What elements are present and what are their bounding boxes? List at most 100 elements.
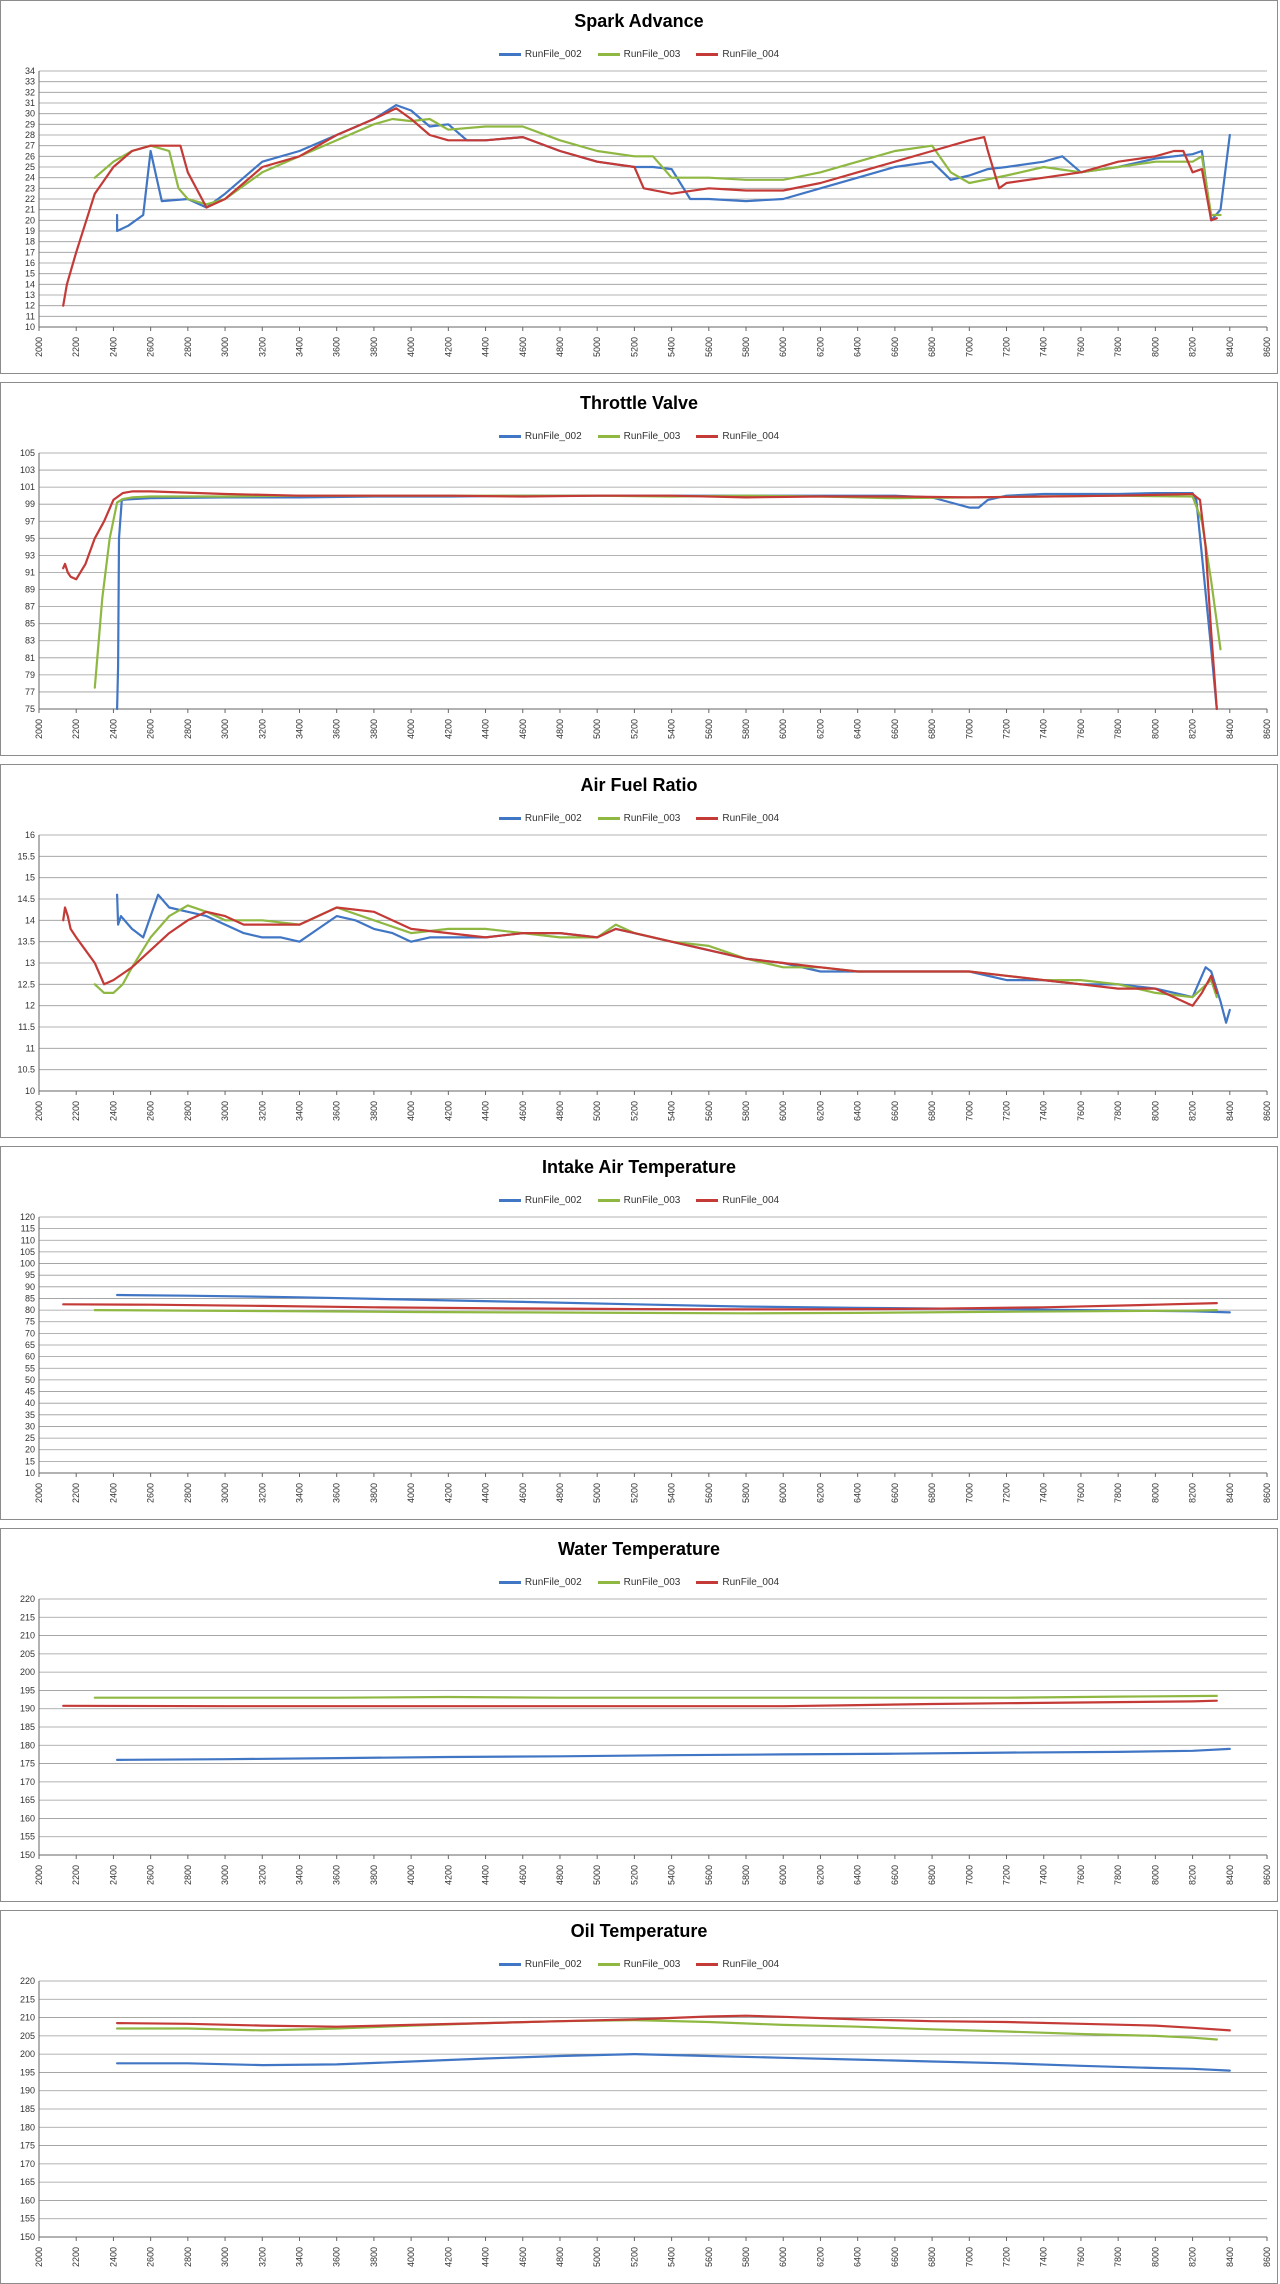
y-tick-label: 83 (25, 636, 35, 646)
x-tick-label: 5400 (667, 1865, 677, 1885)
x-tick-label: 6800 (927, 337, 937, 357)
x-tick-label: 7400 (1039, 1483, 1049, 1503)
x-tick-label: 8600 (1262, 1865, 1272, 1885)
x-tick-label: 6000 (778, 1101, 788, 1121)
legend-label: RunFile_002 (524, 1195, 582, 1206)
plot-area: 150 155 160 165 170 175 180 185 190 195 200 205 210 2… (20, 1594, 1272, 1885)
x-tick-label: 7400 (1039, 719, 1049, 739)
y-tick-label: 29 (25, 119, 35, 129)
y-tick-label: 160 (20, 2195, 35, 2205)
legend-swatch (696, 816, 719, 820)
y-tick-label: 101 (20, 482, 35, 492)
x-tick-label: 8400 (1225, 337, 1235, 357)
y-tick-label: 12 (25, 301, 35, 311)
legend: RunFile_002 RunFile_003 RunFile_004 (1, 1195, 1277, 1206)
y-tick-label: 205 (20, 1649, 35, 1659)
x-tick-label: 5000 (592, 1483, 602, 1503)
series-line-runfile-004 (62, 906, 1218, 1007)
legend-item: RunFile_002 (498, 813, 582, 824)
y-tick-label: 89 (25, 585, 35, 595)
legend-item: RunFile_002 (498, 431, 582, 442)
x-tick-label: 6400 (853, 337, 863, 357)
x-tick-label: 2800 (183, 719, 193, 739)
x-tick-label: 3600 (332, 719, 342, 739)
legend-swatch (597, 434, 620, 438)
y-tick-label: 11.5 (18, 1022, 35, 1032)
x-tick-label: 2200 (71, 719, 81, 739)
x-tick-label: 5600 (704, 2247, 714, 2267)
x-tick-label: 4800 (555, 2247, 565, 2267)
legend-label: RunFile_004 (722, 813, 780, 824)
x-tick-label: 3000 (220, 1483, 230, 1503)
x-tick-label: 7000 (964, 1865, 974, 1885)
x-tick-label: 2200 (71, 2247, 81, 2267)
x-tick-label: 4800 (555, 337, 565, 357)
x-tick-label: 3200 (257, 1865, 267, 1885)
series-line-runfile-003 (93, 904, 1218, 999)
x-tick-label: 4200 (443, 2247, 453, 2267)
x-tick-label: 7000 (964, 2247, 974, 2267)
y-tick-label: 150 (20, 2232, 35, 2242)
chart-title: Water Temperature (557, 1539, 721, 1559)
x-tick-label: 5200 (629, 2247, 639, 2267)
x-tick-label: 4600 (518, 2247, 528, 2267)
y-tick-label: 160 (20, 1813, 35, 1823)
chart-title: Spark Advance (574, 11, 704, 31)
x-tick-label: 8400 (1225, 719, 1235, 739)
x-tick-label: 8200 (1188, 719, 1198, 739)
y-tick-label: 34 (25, 66, 35, 76)
legend-label: RunFile_003 (623, 1959, 681, 1970)
x-tick-label: 3000 (220, 337, 230, 357)
x-tick-label: 4200 (443, 1865, 453, 1885)
x-tick-label: 6200 (815, 2247, 825, 2267)
y-tick-label: 30 (25, 109, 35, 119)
y-tick-label: 150 (20, 1850, 35, 1860)
x-tick-label: 7600 (1076, 1483, 1086, 1503)
x-tick-label: 3400 (294, 337, 304, 357)
x-tick-label: 4800 (555, 1101, 565, 1121)
legend-swatch (597, 1962, 620, 1966)
x-tick-label: 7800 (1113, 337, 1123, 357)
plot-area: 150 155 160 165 170 175 180 185 190 195 200 205 210 2… (20, 1976, 1272, 2267)
x-tick-label: 4600 (518, 337, 528, 357)
legend-swatch (597, 1580, 620, 1584)
y-tick-label: 220 (20, 1976, 35, 1986)
legend-label: RunFile_004 (722, 1959, 780, 1970)
x-tick-label: 5000 (592, 1101, 602, 1121)
x-tick-label: 6800 (927, 1101, 937, 1121)
spark-advance-chart: 10 11 12 13 14 15 16 17 18 19 20 21 22 23 24 25 26 27 28 29… (0, 0, 1278, 374)
legend-item: RunFile_002 (498, 1577, 582, 1588)
legend: RunFile_002 RunFile_003 RunFile_004 (1, 813, 1277, 824)
y-tick-label: 185 (20, 1722, 35, 1732)
water-temperature-chart: 150 155 160 165 170 175 180 185 190 195 200 205 210 2… (0, 1528, 1278, 1902)
legend-swatch (498, 1198, 521, 1202)
y-tick-label: 115 (21, 1224, 35, 1234)
x-tick-label: 6400 (853, 1865, 863, 1885)
legend-label: RunFile_003 (623, 1577, 681, 1588)
legend-label: RunFile_002 (524, 1577, 582, 1588)
legend-label: RunFile_004 (722, 431, 780, 442)
y-tick-label: 22 (25, 194, 35, 204)
x-tick-label: 6400 (853, 1483, 863, 1503)
x-tick-label: 4000 (406, 1483, 416, 1503)
y-tick-label: 19 (25, 226, 35, 236)
x-tick-label: 6600 (890, 337, 900, 357)
y-tick-label: 79 (25, 670, 35, 680)
y-tick-label: 65 (25, 1340, 35, 1350)
x-tick-label: 4800 (555, 719, 565, 739)
x-tick-label: 6600 (890, 1483, 900, 1503)
y-tick-label: 110 (21, 1235, 35, 1245)
x-tick-label: 4600 (518, 1865, 528, 1885)
x-tick-label: 5800 (741, 719, 751, 739)
x-tick-label: 8400 (1225, 2247, 1235, 2267)
x-tick-label: 3200 (257, 337, 267, 357)
x-tick-label: 3000 (220, 719, 230, 739)
y-tick-label: 185 (20, 2104, 35, 2114)
x-tick-label: 5400 (667, 337, 677, 357)
x-tick-label: 3400 (294, 2247, 304, 2267)
legend-item: RunFile_004 (696, 431, 779, 442)
x-tick-label: 3600 (332, 1483, 342, 1503)
y-tick-label: 20 (25, 1445, 35, 1455)
x-tick-label: 7600 (1076, 337, 1086, 357)
y-tick-label: 23 (25, 183, 35, 193)
